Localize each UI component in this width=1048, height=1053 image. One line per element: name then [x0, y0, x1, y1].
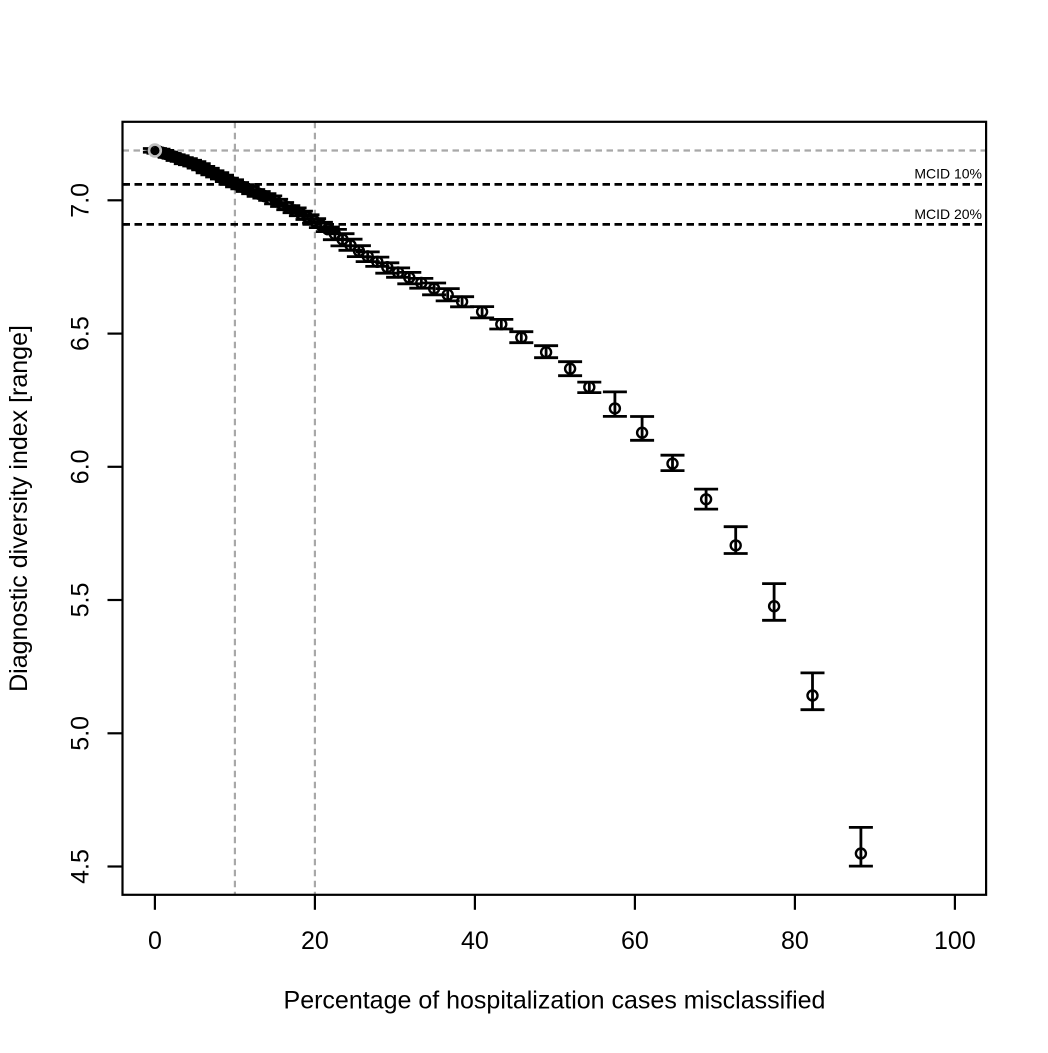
svg-text:100: 100: [934, 927, 976, 955]
svg-text:5.0: 5.0: [66, 716, 94, 751]
svg-text:6.0: 6.0: [66, 449, 94, 484]
svg-text:Diagnostic diversity index [ra: Diagnostic diversity index [range]: [5, 325, 33, 692]
svg-text:7.0: 7.0: [66, 183, 94, 218]
svg-text:60: 60: [621, 927, 649, 955]
svg-text:20: 20: [301, 927, 329, 955]
svg-text:0: 0: [148, 927, 162, 955]
svg-text:80: 80: [781, 927, 809, 955]
svg-text:MCID 10%: MCID 10%: [914, 166, 982, 182]
svg-text:4.5: 4.5: [66, 849, 94, 884]
svg-text:6.5: 6.5: [66, 316, 94, 351]
svg-text:Percentage of hospitalization: Percentage of hospitalization cases misc…: [284, 987, 826, 1015]
svg-text:40: 40: [461, 927, 489, 955]
svg-text:MCID 20%: MCID 20%: [914, 206, 982, 222]
svg-text:5.5: 5.5: [66, 583, 94, 618]
